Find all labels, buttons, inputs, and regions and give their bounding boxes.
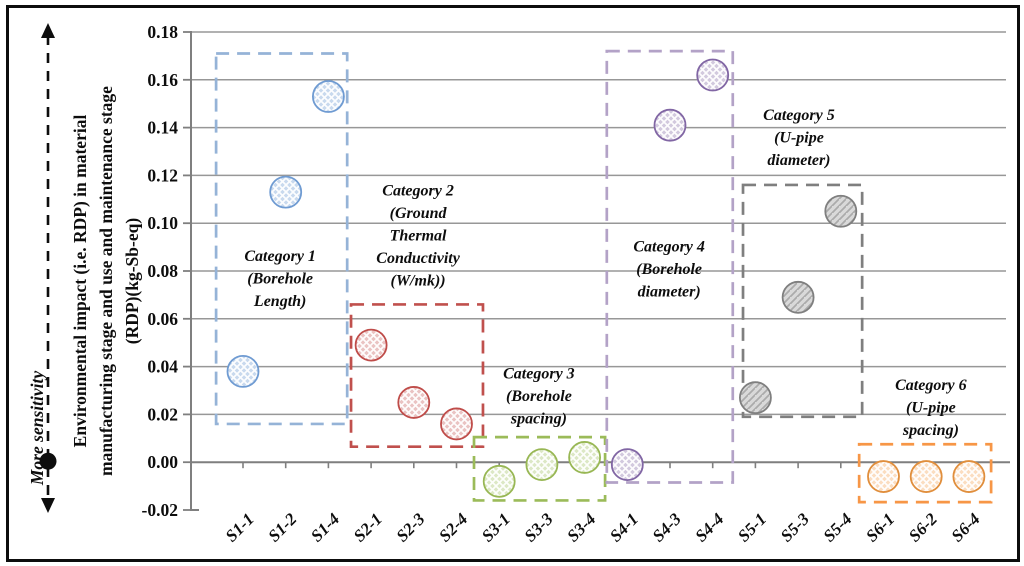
data-point [440,407,473,441]
category-box [472,435,607,502]
data-point [568,441,601,474]
data-point [610,448,644,481]
category-box [605,49,735,484]
y-tick-label: -0.02 [142,500,178,520]
arrow-down-icon [41,498,55,513]
y-tick-label: 0.02 [147,404,178,424]
x-tick-label: S6-1 [862,509,898,545]
data-point [653,108,687,142]
data-point [525,448,559,481]
zero-marker-dot [39,452,57,470]
category-label: Category 6 (U-pipe spacing) [895,377,967,439]
x-tick-label: S3-1 [478,509,514,545]
category-box [741,183,864,419]
x-tick-label: S2-1 [350,509,386,545]
x-tick-label: S3-3 [521,509,557,545]
category-label: Category 1 (Borehole Length) [244,248,316,310]
data-point [269,175,303,209]
y-tick-label: 0.12 [147,165,178,185]
x-tick-label: S4-3 [649,509,685,545]
data-point [397,386,431,419]
data-point [952,460,986,493]
category-box [349,303,485,449]
arrow-up-icon [41,23,55,38]
x-tick-label: S1-2 [264,509,300,545]
y-tick-label: 0.14 [147,118,178,138]
data-point [739,381,772,415]
y-tick-label: 0.10 [147,213,178,233]
x-tick-label: S6-4 [948,509,984,545]
category-box [214,52,349,426]
category-box [857,442,993,504]
figure-frame: 0.18 0.16 0.14 0.12 0.10 0.08 0.06 0.04 0.02 0.00… [6,5,1020,562]
y-tick-label: 0.06 [147,309,178,329]
data-point [824,194,858,228]
y-axis-title: Environmental impact (i.e. RDP) in mater… [67,31,147,531]
x-tick-label: S4-1 [606,509,642,545]
category-label: Category 5 (U-pipe diameter) [763,107,835,169]
y-axis-title-line3: (RDP)(kg-Sb-eq) [122,217,142,345]
x-tick-label: S5-3 [777,509,813,545]
data-point [781,280,815,314]
y-tick-label: 0.16 [147,70,178,90]
x-tick-label: S2-4 [435,509,471,545]
x-tick-label: S6-2 [905,509,941,545]
category-label: Category 2 (Ground Thermal Conductivity (W/m… [376,183,460,290]
y-tick-label: 0.00 [147,452,178,472]
category-label: Category 4 (Borehole diameter) [633,239,705,301]
data-point [909,460,943,493]
y-axis-title-line1: Environmental impact (i.e. RDP) in mater… [70,114,90,448]
x-tick-label: S2-3 [392,509,428,545]
data-point [354,328,388,362]
y-axis-title-line2: manufacturing stage and use and maintena… [96,86,116,476]
x-tick-label: S1-4 [307,509,343,545]
more-sensitivity-label: More sensitivity [27,370,47,486]
x-tick-label: S5-1 [734,509,770,545]
category-label: Category 3 (Borehole spacing) [503,365,575,427]
data-point [867,460,900,493]
x-tick-label: S1-1 [222,509,258,545]
x-tick-label: S5-4 [819,509,855,545]
x-tick-label: S4-4 [691,509,727,545]
data-point [226,354,260,388]
data-point [311,80,345,113]
y-tick-label: 0.08 [147,261,178,281]
data-point [696,58,730,92]
data-point [482,464,516,498]
y-tick-label: 0.18 [147,22,178,42]
x-tick-label: S3-4 [563,509,599,545]
y-tick-label: 0.04 [147,357,178,377]
sensitivity-scatter-chart: 0.18 0.16 0.14 0.12 0.10 0.08 0.06 0.04 0.02 0.00… [39,22,1010,546]
